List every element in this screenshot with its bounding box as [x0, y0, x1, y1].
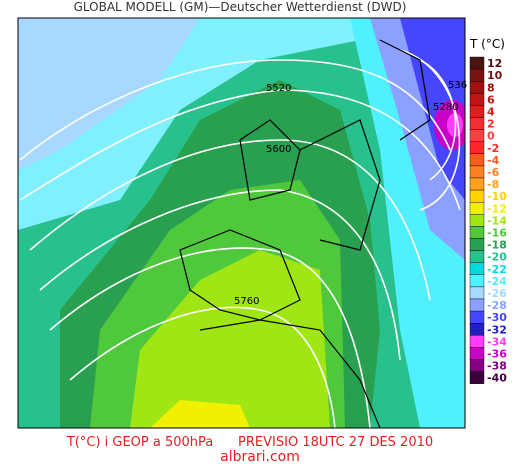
legend-label: -36 — [487, 347, 507, 360]
legend-label: 6 — [487, 93, 495, 106]
legend-label: -16 — [487, 226, 507, 239]
legend-swatch — [469, 347, 485, 360]
legend-swatch — [469, 141, 485, 154]
legend-label: -18 — [487, 239, 507, 252]
legend-swatch — [469, 129, 485, 142]
legend-label: 10 — [487, 69, 503, 82]
legend-label: 0 — [487, 130, 495, 143]
legend-swatch — [469, 56, 485, 70]
legend-label: 12 — [487, 57, 502, 70]
legend-swatch — [469, 165, 485, 179]
legend-label: -22 — [487, 263, 507, 276]
contour-label: 5760 — [234, 296, 259, 307]
legend-swatch — [469, 226, 485, 239]
legend-label: -30 — [487, 311, 507, 324]
legend-swatch — [469, 177, 485, 191]
contour-label: 5600 — [266, 144, 291, 155]
legend-swatch — [469, 310, 485, 324]
legend-swatch — [469, 189, 485, 203]
legend-label: -2 — [487, 142, 499, 155]
legend-label: -4 — [487, 154, 500, 167]
legend-title: T (°C) — [469, 37, 505, 51]
legend-swatch — [469, 335, 485, 348]
legend-label: -40 — [487, 372, 507, 385]
legend-swatch — [469, 80, 485, 94]
contour-label: 5280 — [433, 102, 458, 113]
legend-swatch — [469, 298, 485, 312]
legend-swatch — [469, 238, 485, 251]
legend-label: -6 — [487, 166, 500, 179]
legend-label: -34 — [487, 335, 507, 348]
title: GLOBAL MODELL (GM)—Deutscher Wetterdiens… — [74, 0, 407, 14]
legend-label: -8 — [487, 178, 499, 191]
legend-swatch — [469, 359, 485, 372]
legend-label: 4 — [487, 105, 495, 118]
legend-swatch — [469, 117, 485, 130]
map: 5520 5600 5760 5280 536 — [17, 17, 467, 429]
contour-label: 536 — [448, 80, 467, 91]
legend-label: -38 — [487, 360, 507, 373]
legend-label: -12 — [487, 202, 507, 215]
legend-swatch — [469, 68, 485, 82]
legend-swatch — [469, 323, 485, 336]
legend-swatch — [469, 371, 485, 384]
legend-label: -14 — [487, 214, 507, 227]
legend-swatch — [469, 214, 485, 227]
legend-label: -32 — [487, 323, 507, 336]
legend-swatch — [469, 274, 485, 288]
legend-label: -28 — [487, 299, 507, 312]
legend-label: -26 — [487, 287, 507, 300]
legend-swatch — [469, 286, 485, 300]
legend-label: -10 — [487, 190, 507, 203]
contour-label: 5520 — [266, 83, 291, 94]
legend-label: -24 — [487, 275, 507, 288]
watermark: albrari.com — [220, 449, 300, 464]
legend-swatch — [469, 105, 485, 118]
legend-swatch — [469, 262, 485, 276]
legend-label: 8 — [487, 81, 495, 94]
caption: T(°C) i GEOP a 500hPa PREVISIO 18UTC 27 … — [66, 435, 433, 450]
legend-swatch — [469, 153, 485, 167]
legend-swatch — [469, 201, 485, 215]
legend-label: 2 — [487, 118, 495, 131]
legend-label: -20 — [487, 251, 507, 264]
legend: 121086420-2-4-6-8-10-12-14-16-18-20-22-2… — [469, 56, 507, 385]
legend-swatch — [469, 93, 485, 106]
legend-swatch — [469, 250, 485, 263]
